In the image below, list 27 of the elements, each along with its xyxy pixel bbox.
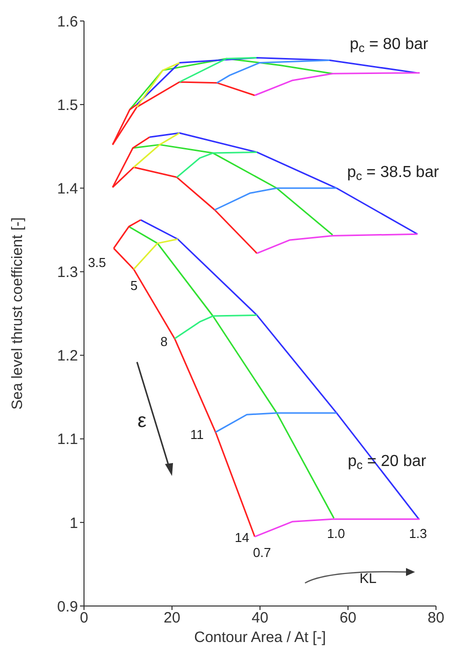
x-tick-label: 20	[164, 610, 180, 627]
y-tick-label: 1.1	[57, 431, 78, 448]
annotation: 3.5	[88, 254, 106, 270]
x-axis-title: Contour Area / At [-]	[194, 629, 326, 646]
x-tick-label: 0	[80, 610, 88, 627]
annotation: 5	[130, 278, 138, 292]
annotation: p$_{c}$ = 80 bar	[350, 36, 429, 55]
annotation: 8	[160, 334, 168, 348]
y-tick-label: 1.2	[57, 348, 78, 365]
y-tick-label: 1	[70, 514, 78, 532]
annotation: 1.3	[408, 526, 428, 540]
y-tick-label: 0.9	[57, 598, 78, 616]
annotation: p$_{c}$ = 38.5 bar	[347, 164, 440, 183]
x-tick-label: 60	[340, 610, 356, 627]
annotation: 14	[234, 530, 250, 544]
annotation: 1.0	[326, 526, 346, 540]
y-tick-label: 1.3	[57, 264, 78, 282]
y-tick-label: 1.6	[57, 13, 78, 30]
y-tick-label: 1.4	[57, 180, 78, 198]
x-tick-label: 80	[428, 610, 444, 627]
annotation: ε	[138, 410, 147, 432]
annotation: 0.7	[252, 544, 272, 560]
x-tick-label: 40	[252, 610, 268, 627]
annotation: 11	[190, 426, 204, 442]
annotation: KL	[359, 570, 377, 586]
y-tick-label: 1.5	[57, 96, 78, 114]
y-axis-title: Sea level thrust coefficient [-]	[9, 217, 26, 410]
